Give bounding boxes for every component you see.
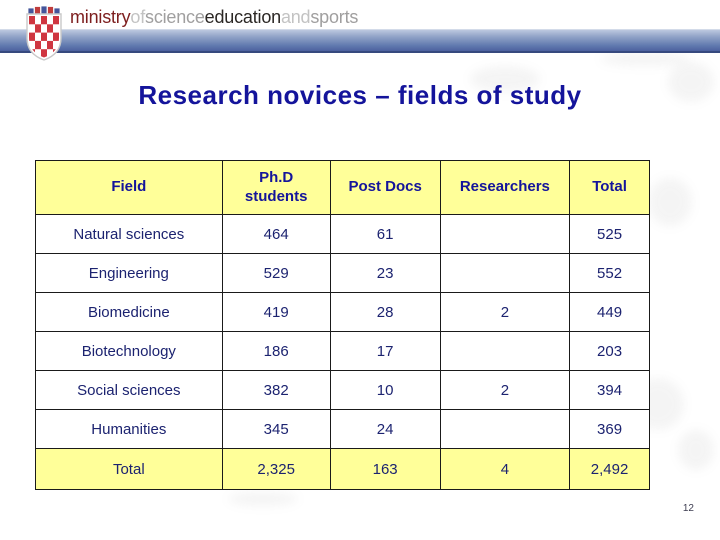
logo-word-of: of bbox=[130, 7, 146, 27]
table-row: Natural sciences 464 61 525 bbox=[35, 214, 650, 254]
field-cell: Social sciences bbox=[35, 370, 223, 410]
background-watermark bbox=[228, 492, 298, 506]
value-cell: 449 bbox=[569, 292, 650, 332]
total-value-cell: 163 bbox=[329, 448, 441, 490]
value-cell: 24 bbox=[329, 409, 441, 449]
logo-word-science: science bbox=[145, 7, 205, 27]
value-cell: 525 bbox=[569, 214, 650, 254]
field-cell: Biomedicine bbox=[35, 292, 223, 332]
value-cell: 17 bbox=[329, 331, 441, 371]
field-cell: Engineering bbox=[35, 253, 223, 293]
table-row: Engineering 529 23 552 bbox=[35, 253, 650, 293]
column-header-field: Field bbox=[35, 160, 223, 215]
page-number: 12 bbox=[682, 503, 694, 514]
value-cell: 382 bbox=[221, 370, 331, 410]
value-cell: 61 bbox=[329, 214, 441, 254]
table-total-row: Total 2,325 163 4 2,492 bbox=[35, 448, 650, 490]
value-cell: 203 bbox=[569, 331, 650, 371]
value-cell: 28 bbox=[329, 292, 441, 332]
value-cell: 186 bbox=[221, 331, 331, 371]
table-row: Social sciences 382 10 2 394 bbox=[35, 370, 650, 410]
fields-of-study-table: Field Ph.D students Post Docs Researcher… bbox=[35, 160, 650, 490]
total-value-cell: 2,492 bbox=[569, 448, 650, 490]
total-value-cell: 2,325 bbox=[221, 448, 331, 490]
total-label-cell: Total bbox=[35, 448, 223, 490]
column-header-postdocs: Post Docs bbox=[329, 160, 441, 215]
logo-word-ministry: ministry bbox=[70, 7, 131, 27]
field-cell: Humanities bbox=[35, 409, 223, 449]
field-cell: Natural sciences bbox=[35, 214, 223, 254]
header-banner bbox=[0, 29, 720, 53]
field-cell: Biotechnology bbox=[35, 331, 223, 371]
value-cell: 10 bbox=[329, 370, 441, 410]
ministry-logo-text: ministryofscienceeducationandsports bbox=[70, 7, 358, 28]
value-cell: 23 bbox=[329, 253, 441, 293]
logo-word-education: education bbox=[204, 7, 281, 27]
logo-word-and: and bbox=[280, 7, 311, 27]
logo-word-sports: sports bbox=[310, 7, 359, 27]
value-cell: 464 bbox=[221, 214, 331, 254]
background-watermark bbox=[600, 52, 690, 66]
value-cell: 369 bbox=[569, 409, 650, 449]
value-cell: 2 bbox=[439, 292, 571, 332]
value-cell bbox=[439, 409, 571, 449]
table-row: Biomedicine 419 28 2 449 bbox=[35, 292, 650, 332]
value-cell bbox=[439, 214, 571, 254]
value-cell: 2 bbox=[439, 370, 571, 410]
table-row: Biotechnology 186 17 203 bbox=[35, 331, 650, 371]
value-cell: 552 bbox=[569, 253, 650, 293]
value-cell bbox=[439, 331, 571, 371]
value-cell: 394 bbox=[569, 370, 650, 410]
value-cell: 419 bbox=[221, 292, 331, 332]
value-cell: 529 bbox=[221, 253, 331, 293]
value-cell bbox=[439, 253, 571, 293]
column-header-total: Total bbox=[569, 160, 650, 215]
table-row: Humanities 345 24 369 bbox=[35, 409, 650, 449]
ministry-logo-strip: ministryofscienceeducationandsports bbox=[0, 0, 720, 29]
value-cell: 345 bbox=[221, 409, 331, 449]
total-value-cell: 4 bbox=[439, 448, 571, 490]
background-watermark bbox=[678, 430, 714, 470]
column-header-phd: Ph.D students bbox=[221, 160, 331, 215]
croatian-coat-of-arms-icon bbox=[26, 5, 62, 61]
table-header-row: Field Ph.D students Post Docs Researcher… bbox=[35, 160, 650, 215]
column-header-researchers: Researchers bbox=[439, 160, 571, 215]
slide-title: Research novices – fields of study bbox=[138, 80, 582, 110]
background-watermark bbox=[648, 178, 692, 226]
